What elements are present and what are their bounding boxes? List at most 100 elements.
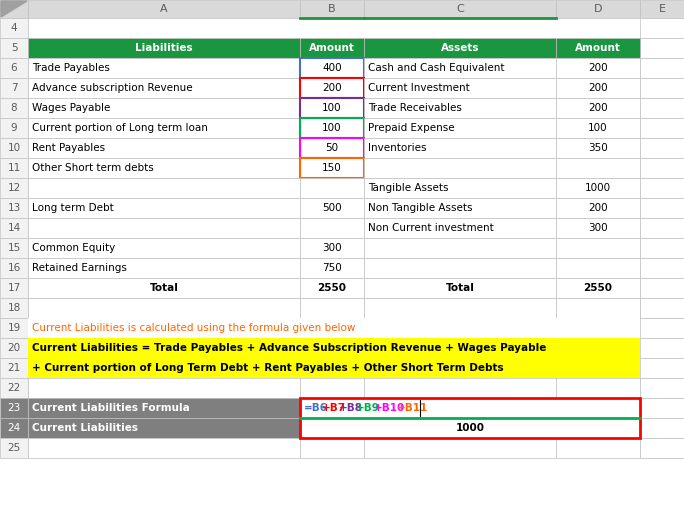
Bar bbox=[556, 318, 640, 338]
Bar bbox=[28, 198, 300, 218]
Bar bbox=[28, 218, 300, 238]
Bar bbox=[300, 158, 364, 178]
Bar bbox=[364, 38, 556, 58]
Text: 200: 200 bbox=[588, 63, 608, 73]
Text: 1000: 1000 bbox=[456, 423, 484, 433]
Bar bbox=[0, 418, 28, 438]
Bar bbox=[640, 118, 684, 138]
Bar bbox=[300, 318, 364, 338]
Text: 150: 150 bbox=[322, 163, 342, 173]
Bar bbox=[556, 238, 640, 258]
Text: Common Equity: Common Equity bbox=[32, 243, 115, 253]
Text: 200: 200 bbox=[588, 83, 608, 93]
Bar bbox=[364, 118, 556, 138]
Bar bbox=[556, 278, 640, 298]
Text: +B9: +B9 bbox=[356, 403, 380, 413]
Text: Inventories: Inventories bbox=[368, 143, 427, 153]
Bar bbox=[640, 218, 684, 238]
Bar bbox=[640, 198, 684, 218]
Bar bbox=[28, 298, 300, 318]
Bar bbox=[28, 378, 300, 398]
Bar bbox=[0, 318, 28, 338]
Bar bbox=[300, 178, 364, 198]
Text: 100: 100 bbox=[322, 123, 342, 133]
Bar bbox=[364, 238, 556, 258]
Bar bbox=[364, 298, 556, 318]
Bar bbox=[640, 418, 684, 438]
Bar bbox=[364, 138, 556, 158]
Text: 8: 8 bbox=[11, 103, 17, 113]
Bar bbox=[28, 318, 300, 338]
Text: Non Tangible Assets: Non Tangible Assets bbox=[368, 203, 473, 213]
Bar bbox=[0, 0, 28, 18]
Bar bbox=[300, 58, 364, 78]
Bar bbox=[0, 438, 28, 458]
Text: 300: 300 bbox=[588, 223, 608, 233]
Text: Wages Payable: Wages Payable bbox=[32, 103, 110, 113]
Bar bbox=[640, 298, 684, 318]
Text: 15: 15 bbox=[8, 243, 21, 253]
Text: 2550: 2550 bbox=[317, 283, 347, 293]
Text: 2550: 2550 bbox=[583, 283, 612, 293]
Text: +B7: +B7 bbox=[321, 403, 345, 413]
Text: Prepaid Expense: Prepaid Expense bbox=[368, 123, 455, 133]
Text: 19: 19 bbox=[8, 323, 21, 333]
Bar bbox=[640, 18, 684, 38]
Bar bbox=[556, 218, 640, 238]
Text: 20: 20 bbox=[8, 343, 21, 353]
Text: 500: 500 bbox=[322, 203, 342, 213]
Bar bbox=[0, 18, 28, 38]
Bar bbox=[556, 138, 640, 158]
Text: Trade Receivables: Trade Receivables bbox=[368, 103, 462, 113]
Text: 18: 18 bbox=[8, 303, 21, 313]
Bar bbox=[0, 358, 28, 378]
Bar bbox=[556, 198, 640, 218]
Text: Advance subscription Revenue: Advance subscription Revenue bbox=[32, 83, 193, 93]
Bar bbox=[300, 378, 364, 398]
Bar bbox=[364, 278, 556, 298]
Bar bbox=[640, 298, 684, 318]
Bar bbox=[364, 0, 556, 18]
Text: Retained Earnings: Retained Earnings bbox=[32, 263, 127, 273]
Bar bbox=[556, 98, 640, 118]
Text: 400: 400 bbox=[322, 63, 342, 73]
Bar bbox=[0, 58, 28, 78]
Text: 1000: 1000 bbox=[585, 183, 611, 193]
Text: Amount: Amount bbox=[309, 43, 355, 53]
Bar bbox=[640, 0, 684, 18]
Bar bbox=[640, 38, 684, 58]
Bar bbox=[364, 318, 556, 338]
Bar bbox=[640, 438, 684, 458]
Text: + Current portion of Long Term Debt + Rent Payables + Other Short Term Debts: + Current portion of Long Term Debt + Re… bbox=[32, 363, 503, 373]
Bar bbox=[0, 278, 28, 298]
Text: 14: 14 bbox=[8, 223, 21, 233]
Bar bbox=[28, 418, 300, 438]
Bar bbox=[28, 238, 300, 258]
Text: 7: 7 bbox=[11, 83, 17, 93]
Bar bbox=[300, 278, 364, 298]
Bar bbox=[640, 158, 684, 178]
Text: 200: 200 bbox=[588, 103, 608, 113]
Text: Total: Total bbox=[445, 283, 475, 293]
Bar bbox=[28, 98, 300, 118]
Bar bbox=[364, 378, 556, 398]
Bar bbox=[556, 38, 640, 58]
Text: Non Current investment: Non Current investment bbox=[368, 223, 494, 233]
Bar bbox=[364, 218, 556, 238]
Text: E: E bbox=[659, 4, 666, 14]
Bar bbox=[556, 118, 640, 138]
Bar bbox=[640, 78, 684, 98]
Bar bbox=[556, 438, 640, 458]
Bar bbox=[28, 58, 300, 78]
Bar bbox=[364, 78, 556, 98]
Polygon shape bbox=[1, 1, 27, 17]
Text: A: A bbox=[160, 4, 168, 14]
Bar bbox=[0, 198, 28, 218]
Bar bbox=[640, 318, 684, 338]
Bar bbox=[28, 138, 300, 158]
Text: 6: 6 bbox=[11, 63, 17, 73]
Bar bbox=[640, 378, 684, 398]
Bar bbox=[556, 58, 640, 78]
Bar bbox=[640, 98, 684, 118]
Bar bbox=[300, 238, 364, 258]
